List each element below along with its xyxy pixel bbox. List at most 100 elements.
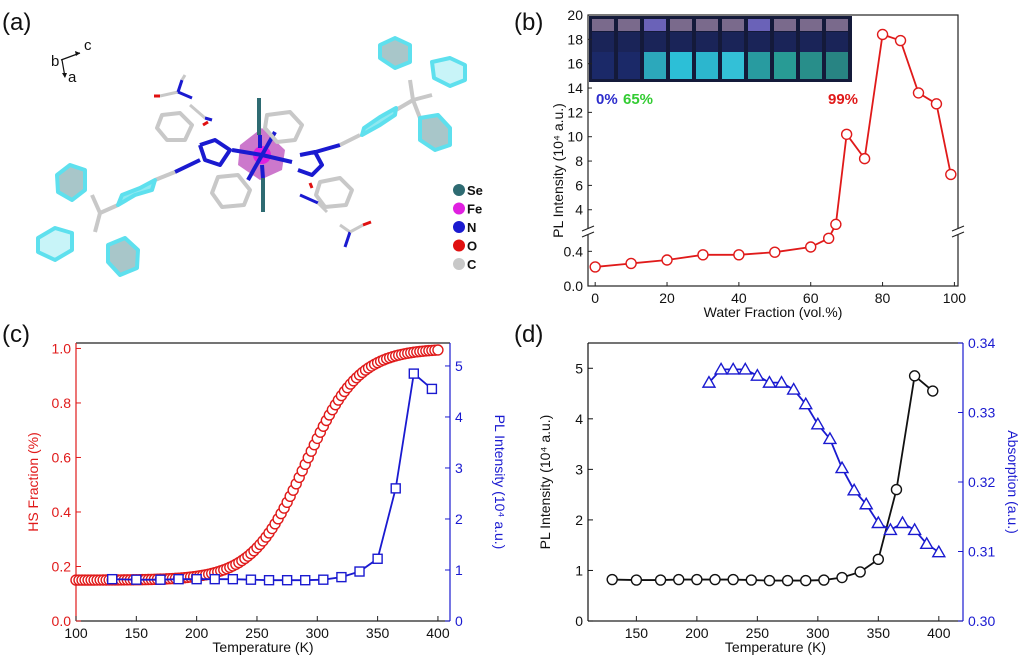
data-point bbox=[733, 249, 745, 261]
vial-emission bbox=[774, 52, 796, 79]
data-point bbox=[673, 573, 685, 586]
data-point bbox=[883, 522, 898, 536]
y-right-tick-label: 0.32 bbox=[968, 474, 995, 490]
panel-label-a: (a) bbox=[2, 9, 31, 36]
y-left-tick-label: 0 bbox=[575, 613, 583, 629]
chart-hs-fraction: 100 150 200 250 300 350 400 0.0 0.2 0.4 0.6 0.8 1.0 0… bbox=[25, 340, 508, 655]
data-point bbox=[822, 431, 838, 445]
x-tick-label: 350 bbox=[366, 625, 390, 641]
data-point bbox=[927, 385, 939, 397]
x-tick-label: 200 bbox=[685, 625, 709, 641]
x-axis-title: Water Fraction (vol.%) bbox=[704, 304, 843, 320]
y-left-tick-label: 0.4 bbox=[52, 504, 72, 520]
legend-atom-se-icon bbox=[453, 184, 465, 196]
series-line bbox=[612, 374, 934, 582]
data-point bbox=[209, 573, 220, 585]
vial-cap bbox=[644, 19, 666, 31]
data-point bbox=[606, 573, 618, 586]
data-point bbox=[836, 571, 848, 584]
data-point bbox=[786, 382, 801, 395]
axis-break-left bbox=[581, 231, 595, 238]
data-point bbox=[907, 522, 922, 536]
y-tick-label: 0.0 bbox=[564, 278, 584, 294]
y-left-tick-label: 5 bbox=[575, 360, 583, 376]
data-point bbox=[834, 460, 850, 474]
y-tick-label: 4 bbox=[575, 202, 583, 218]
data-point bbox=[625, 257, 637, 270]
x-tick-label: 150 bbox=[125, 625, 149, 641]
y-tick-label: 6 bbox=[575, 177, 583, 193]
data-point bbox=[805, 241, 817, 253]
y-left-axis-title: HS Fraction (%) bbox=[25, 432, 41, 532]
legend-atom-c-icon bbox=[453, 258, 465, 270]
data-point bbox=[876, 28, 889, 41]
x-tick-label: 150 bbox=[625, 625, 649, 641]
data-point bbox=[725, 361, 741, 375]
axis-label-a: a bbox=[68, 69, 77, 86]
legend-atom-fe-icon bbox=[453, 202, 465, 215]
y-left-tick-label: 4 bbox=[575, 411, 583, 427]
legend-label-c: C bbox=[467, 257, 477, 272]
plot-frame bbox=[587, 14, 959, 287]
y-left-tick-label: 0.0 bbox=[52, 613, 72, 629]
vial-cap bbox=[774, 19, 796, 31]
data-point bbox=[769, 246, 781, 258]
vial-cap bbox=[670, 19, 692, 31]
x-tick-label: 0 bbox=[591, 290, 599, 306]
data-point bbox=[432, 344, 444, 356]
panel-label-b: (b) bbox=[514, 9, 543, 36]
y-axis-title: PL Intensity (10⁴ a.u.) bbox=[550, 103, 566, 238]
y-right-axis-title: PL Intensity (10⁴ a.u.) bbox=[492, 415, 508, 550]
y-right-tick-label: 1 bbox=[455, 562, 463, 578]
vial-emission bbox=[748, 52, 770, 79]
y-tick-label: 12 bbox=[567, 104, 583, 120]
x-tick-label: 200 bbox=[185, 625, 209, 641]
y-right-tick-label: 5 bbox=[455, 358, 463, 374]
inset-label-99pct: 99% bbox=[828, 91, 858, 108]
vial-emission bbox=[644, 52, 666, 79]
data-point bbox=[800, 574, 812, 587]
vial-emission bbox=[696, 52, 718, 79]
y-right-tick-label: 2 bbox=[455, 511, 463, 527]
data-point bbox=[701, 375, 717, 388]
x-axis-title: Temperature (K) bbox=[212, 639, 313, 655]
axis-label-c: c bbox=[84, 37, 92, 54]
axis-break-gap-left bbox=[582, 229, 594, 235]
data-point bbox=[750, 368, 765, 381]
data-point bbox=[774, 375, 789, 388]
data-point bbox=[895, 515, 910, 529]
data-point bbox=[930, 98, 943, 110]
data-point bbox=[390, 483, 401, 494]
y-left-tick-label: 0.6 bbox=[52, 449, 72, 465]
legend-label-se: Se bbox=[467, 183, 483, 198]
data-point bbox=[840, 128, 853, 140]
data-point bbox=[106, 573, 118, 585]
data-point bbox=[872, 553, 885, 566]
data-point bbox=[354, 566, 365, 577]
data-point bbox=[654, 574, 667, 586]
y-right-tick-label: 4 bbox=[455, 409, 463, 425]
vial-cap bbox=[696, 19, 718, 31]
axis-break-right bbox=[951, 231, 965, 238]
panel-label-c: (c) bbox=[2, 321, 30, 348]
data-point bbox=[697, 249, 709, 261]
x-tick-label: 300 bbox=[306, 625, 330, 641]
y-tick-label: 8 bbox=[575, 153, 583, 169]
y-tick-label: 18 bbox=[567, 31, 583, 47]
y-left-tick-label: 0.2 bbox=[52, 558, 72, 574]
legend-label-n: N bbox=[467, 220, 476, 235]
data-point bbox=[810, 416, 826, 430]
legend-atom-o-icon bbox=[453, 239, 465, 252]
panel-label-d: (d) bbox=[514, 321, 543, 348]
data-point bbox=[661, 254, 673, 266]
data-point bbox=[173, 573, 184, 585]
x-tick-label: 250 bbox=[245, 625, 269, 641]
data-point bbox=[426, 383, 438, 395]
data-point bbox=[858, 152, 871, 165]
x-tick-label: 100 bbox=[64, 625, 88, 641]
y-left-tick-label: 0.8 bbox=[52, 395, 72, 411]
inset-label-0pct: 0% bbox=[596, 91, 618, 108]
legend-label-o: O bbox=[467, 239, 477, 254]
data-point bbox=[859, 496, 874, 510]
y-tick-label: 14 bbox=[567, 80, 583, 96]
